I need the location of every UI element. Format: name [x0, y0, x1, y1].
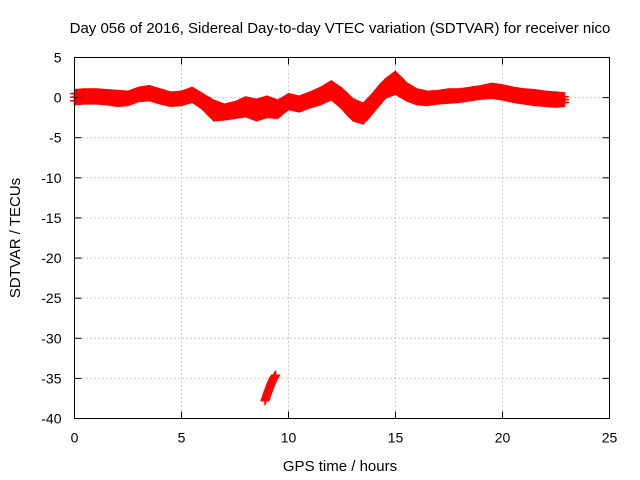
- chart-title: Day 056 of 2016, Sidereal Day-to-day VTE…: [70, 20, 611, 37]
- data-points: [69, 70, 570, 406]
- x-tick-label: 15: [388, 430, 404, 446]
- x-tick-label: 20: [495, 430, 511, 446]
- x-tick-label: 5: [178, 430, 186, 446]
- x-axis-label: GPS time / hours: [283, 458, 397, 475]
- plot-frame: [74, 57, 610, 419]
- y-tick-label: -40: [41, 411, 61, 427]
- y-tick-label: -20: [41, 250, 61, 266]
- x-tick-labels: 0 5 10 15 20 25: [71, 430, 618, 446]
- grid-lines: [74, 57, 610, 419]
- y-tick-label: -10: [41, 170, 61, 186]
- y-tick-label: -15: [41, 210, 61, 226]
- y-tick-label: 5: [54, 50, 62, 66]
- axis-ticks: [74, 57, 610, 419]
- y-tick-label: -35: [41, 370, 61, 386]
- x-tick-label: 25: [602, 430, 618, 446]
- x-tick-label: 10: [281, 430, 297, 446]
- y-tick-label: -25: [41, 290, 61, 306]
- outlier-point: [270, 370, 281, 380]
- y-tick-label: -5: [49, 130, 62, 146]
- y-tick-label: -30: [41, 330, 61, 346]
- x-tick-label: 0: [71, 430, 79, 446]
- y-tick-labels: 5 0 -5 -10 -15 -20 -25 -30 -35 -40: [41, 50, 61, 427]
- y-tick-label: 0: [54, 90, 62, 106]
- data-point: [559, 97, 570, 108]
- y-axis-label: SDTVAR / TECUs: [7, 178, 24, 298]
